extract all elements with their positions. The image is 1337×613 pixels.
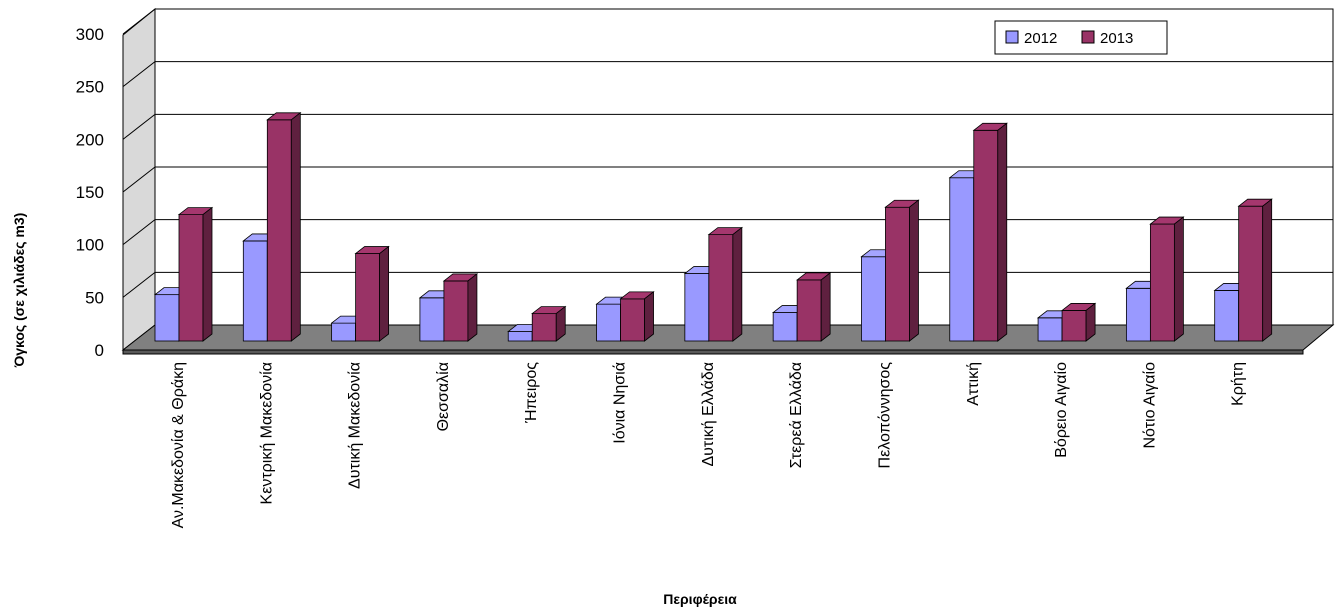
legend-swatch-2013 — [1081, 30, 1095, 44]
bar-2013 — [1237, 198, 1273, 342]
gridline-side — [122, 8, 156, 35]
bar-front — [419, 297, 445, 342]
x-tick-label: Δυτική Μακεδονία — [347, 362, 364, 489]
bar-front — [331, 322, 357, 342]
gridline-side — [122, 271, 156, 298]
x-tick-label: Βόρειο Αιγαίο — [1053, 362, 1070, 458]
x-axis-title: Περιφέρεια — [663, 591, 737, 607]
bar-side — [644, 291, 654, 342]
x-axis-labels: Αν.Μακεδονία & Θράκη Κεντρική Μακεδονία Δυ… — [170, 362, 1247, 529]
bar-side — [1085, 302, 1096, 342]
gridlines — [122, 8, 1333, 298]
x-tick-label: Ήπειρος — [523, 362, 540, 424]
gridline-side — [122, 61, 156, 88]
bar-2013 — [972, 122, 1008, 342]
bar-2013 — [442, 273, 479, 342]
gridline-side — [122, 113, 156, 140]
bar-side — [820, 272, 831, 342]
x-tick-label: Κρήτη — [1230, 362, 1247, 406]
bar-side — [467, 273, 478, 342]
bar-front — [443, 280, 469, 342]
legend-box — [994, 20, 1168, 55]
bar-front — [620, 298, 645, 342]
bar-2013 — [1060, 302, 1097, 342]
bar-2013 — [619, 291, 655, 342]
bar-front — [178, 214, 204, 342]
bar-front — [973, 129, 999, 342]
bar-side — [202, 206, 213, 342]
bar-2013 — [531, 305, 567, 342]
legend-swatch-2012 — [1005, 30, 1019, 44]
bar-front — [531, 313, 557, 342]
y-axis-title: Όγκος (σε χιλιάδες m3) — [11, 213, 27, 369]
bar-front — [861, 256, 886, 342]
bar-side — [379, 245, 390, 342]
legend-label-2012: 2012 — [1024, 30, 1057, 47]
x-tick-label: Ιόνια Νησιά — [612, 362, 629, 444]
bar-front — [1037, 317, 1063, 342]
bar-2013 — [266, 111, 302, 342]
bar-2013 — [354, 245, 390, 342]
bar-front — [507, 331, 533, 342]
y-tick-label: 100 — [76, 236, 104, 255]
bars — [153, 111, 1273, 342]
bar-front — [1149, 223, 1175, 342]
bar-front — [708, 234, 734, 342]
bar-side — [909, 199, 919, 342]
bar-2013 — [1149, 216, 1185, 342]
bar-front — [772, 312, 798, 342]
bar-front — [796, 279, 822, 342]
bar-2013 — [707, 226, 744, 342]
bar-side — [1173, 216, 1184, 342]
x-tick-label: Πελοπόννησος — [876, 362, 893, 469]
y-tick-label: 200 — [76, 130, 104, 149]
x-tick-label: Κεντρική Μακεδονία — [258, 362, 275, 504]
bar-front — [266, 119, 292, 342]
y-tick-label: 50 — [85, 288, 104, 307]
x-tick-label: Στερεά Ελλάδα — [788, 362, 805, 468]
y-tick-label: 150 — [76, 183, 104, 202]
bar-front — [684, 273, 710, 342]
bar-2013 — [795, 272, 832, 342]
y-tick-label: 0 — [95, 341, 104, 360]
legend-label-2013: 2013 — [1100, 30, 1133, 47]
x-tick-label: Δυτική Ελλάδα — [700, 362, 717, 467]
x-tick-label: Θεσσαλία — [435, 362, 452, 431]
y-tick-label: 250 — [76, 78, 104, 97]
y-axis-ticks: 0 50 100 150 200 250 300 — [76, 25, 104, 360]
gridline-side — [122, 166, 156, 193]
chart-floor-front — [122, 349, 1304, 355]
x-tick-label: Αν.Μακεδονία & Θράκη — [170, 362, 187, 528]
bar-side — [555, 305, 566, 342]
bar-front — [1214, 290, 1240, 342]
legend: 2012 2013 — [994, 20, 1168, 55]
bar-front — [355, 253, 381, 342]
bar-front — [949, 177, 975, 342]
bar-front — [1238, 205, 1264, 342]
bar-side — [290, 111, 301, 342]
bar-front — [242, 240, 268, 342]
gridline-side — [122, 219, 156, 246]
bar-2013 — [884, 199, 920, 342]
bar-front — [154, 294, 180, 342]
bar-front — [885, 206, 910, 342]
bar-side — [997, 122, 1008, 342]
bar-side — [732, 226, 743, 342]
x-tick-label: Νότιο Αιγαίο — [1141, 362, 1158, 449]
x-tick-label: Αττική — [965, 362, 982, 406]
bar-2013 — [177, 206, 214, 342]
bar-front — [596, 303, 621, 342]
y-tick-label: 300 — [76, 25, 104, 44]
bar-front — [1061, 310, 1087, 342]
bar-front — [1125, 287, 1151, 342]
bar-side — [1262, 198, 1273, 342]
